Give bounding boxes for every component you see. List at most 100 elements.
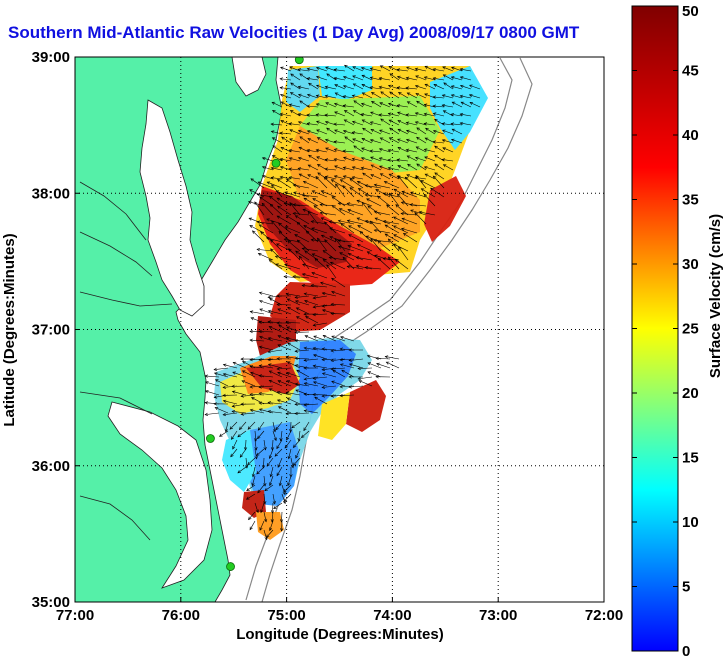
velocity-arrow [370,156,382,162]
velocity-arrow [331,277,346,288]
velocity-arrow [254,502,259,514]
velocity-arrow [344,136,355,144]
velocity-arrow [277,380,292,387]
velocity-arrow [241,380,256,387]
velocity-arrow [250,371,265,378]
velocity-arrow [274,448,283,457]
velocity-arrow [324,85,337,90]
velocity-arrow [321,304,337,308]
velocity-arrow [269,466,274,478]
velocity-arrow [343,110,355,117]
velocity-arrow [358,380,373,387]
velocity-arrow [219,430,229,437]
velocity-arrow [278,475,283,487]
velocity-arrow [442,147,454,153]
x-axis-label: Longitude (Degrees:Minutes) [236,626,444,643]
velocity-arrow [383,181,400,189]
velocity-arrow [258,385,274,389]
velocity-arrow [315,148,328,153]
velocity-arrow [351,120,364,126]
river-rappahannock [79,231,153,277]
velocity-arrow [276,215,292,225]
x-tick-label: 76:00 [162,607,200,624]
velocity-arrow [310,283,328,288]
velocity-arrow [294,339,310,343]
velocity-arrow [339,252,355,261]
velocity-arrow [342,185,355,198]
velocity-arrow [459,112,472,117]
velocity-arrow [257,181,274,189]
velocity-arrow [284,439,292,449]
velocity-arrow [312,312,328,317]
velocity-arrow [222,399,238,405]
velocity-arrow [370,238,382,252]
velocity-arrow [264,484,274,492]
velocity-arrow [328,256,346,261]
velocity-arrow [294,330,310,334]
velocity-arrow [297,112,310,117]
map-area [75,57,604,602]
velocity-arrow [331,335,346,342]
velocity-arrow [334,165,346,171]
velocity-arrow [323,176,337,189]
velocity-arrow [324,239,337,252]
velocity-arrow [388,119,400,126]
velocity-arrow [249,408,265,414]
velocity-arrow [258,329,274,334]
velocity-arrow [387,84,400,90]
velocity-arrow [249,310,265,315]
velocity-arrow [343,119,355,126]
velocity-arrow [295,250,310,261]
velocity-arrow [321,385,337,389]
velocity-arrow [319,211,337,216]
velocity-arrow [450,85,463,90]
velocity-arrow [393,234,409,243]
velocity-arrow [270,239,283,252]
velocity-arrow [267,309,283,315]
velocity-arrow [313,354,328,360]
velocity-arrow [379,173,391,180]
velocity-arrow [280,520,284,532]
y-tick-label: 36:00 [32,458,70,475]
velocity-arrow [276,197,292,207]
velocity-arrow [280,146,292,153]
velocity-arrow [263,493,267,505]
velocity-arrow [316,137,328,144]
bathymetry-contour-2 [261,57,533,602]
velocity-arrow [272,109,283,117]
velocity-arrow [405,138,418,144]
velocity-arrow [325,102,337,108]
velocity-arrow [343,156,355,162]
velocity-arrow [315,75,328,81]
velocity-arrow [312,346,328,351]
velocity-arrow [276,439,283,450]
velocity-arrow [249,365,265,369]
velocity-arrow [321,357,337,362]
velocity-arrow [295,316,310,324]
velocity-arrow [312,376,328,380]
velocity-arrow [393,188,409,198]
velocity-arrow [297,156,310,162]
velocity-arrow [260,502,265,514]
velocity-arrow [276,357,292,361]
velocity-arrow [394,258,409,270]
velocity-arrow [292,211,310,216]
velocity-arrow [396,158,409,162]
velocity-arrow [322,259,337,270]
velocity-arrow [396,75,409,81]
velocity-arrow [289,92,301,99]
velocity-arrow [303,403,319,407]
velocity-arrow [392,243,409,252]
velocity-arrow [257,430,265,440]
velocity-arrow [294,356,310,360]
velocity-arrow [286,178,301,189]
velocity-arrow [351,175,364,180]
velocity-arrow [315,94,328,99]
velocity-arrow [450,94,463,99]
velocity-arrow [361,83,373,90]
velocity-arrow [281,493,286,505]
velocity-arrow [258,401,274,405]
velocity-arrow [269,203,283,216]
velocity-arrow [406,101,418,108]
velocity-arrow [337,219,355,225]
